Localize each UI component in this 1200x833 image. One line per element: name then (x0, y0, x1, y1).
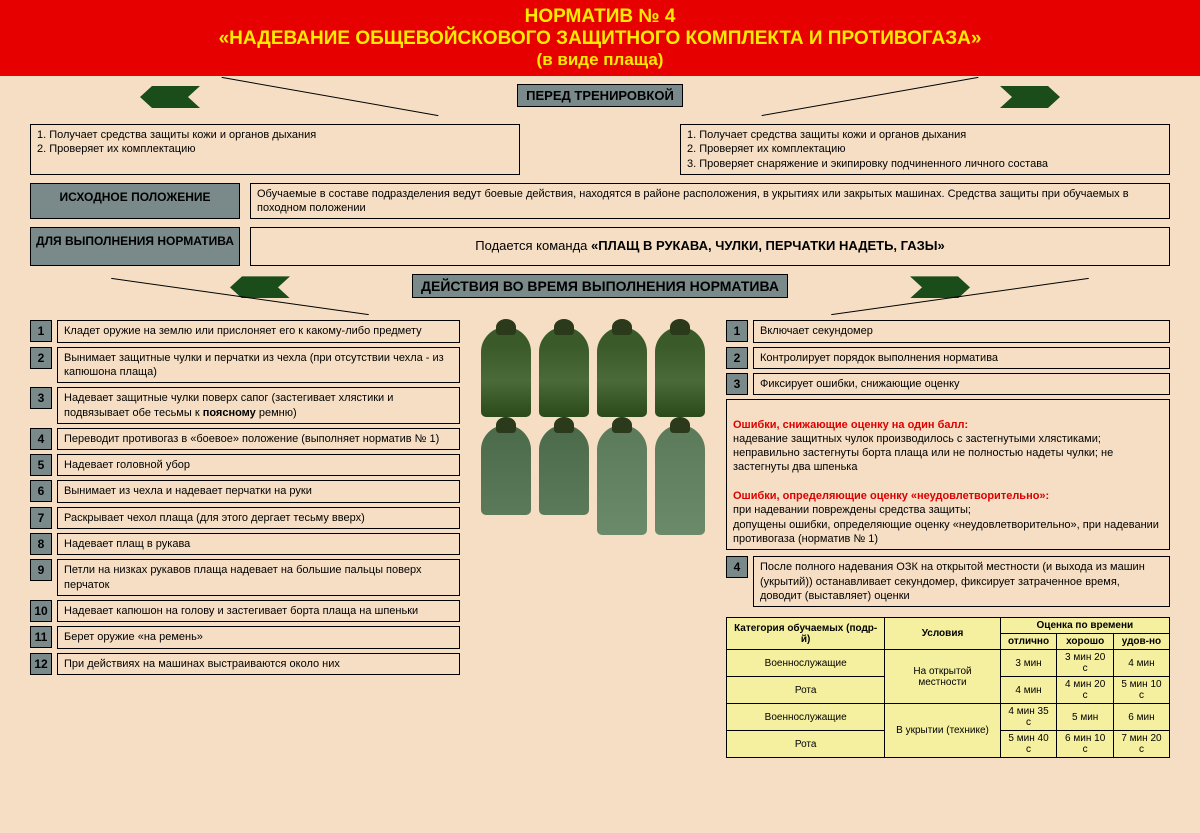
title-1: НОРМАТИВ № 4 (10, 6, 1190, 28)
step-num: 2 (30, 347, 52, 369)
step-num: 5 (30, 454, 52, 476)
step-text: Раскрывает чехол плаща (для этого дергае… (57, 507, 460, 529)
step-num: 7 (30, 507, 52, 529)
step-num: 11 (30, 626, 52, 648)
step-text: Надевает головной убор (57, 454, 460, 476)
header: НОРМАТИВ № 4 «НАДЕВАНИЕ ОБЩЕВОЙСКОВОГО З… (0, 0, 1200, 76)
step-text: Переводит противогаз в «боевое» положени… (57, 428, 460, 450)
score-table: Категория обучаемых (подр-й)УсловияОценк… (726, 617, 1170, 758)
position-text: Обучаемые в составе подразделения ведут … (250, 183, 1170, 220)
step-text: Контролирует порядок выполнения норматив… (753, 347, 1170, 369)
step-num: 4 (726, 556, 748, 578)
label-position: ИСХОДНОЕ ПОЛОЖЕНИЕ (30, 183, 240, 220)
step-num: 1 (30, 320, 52, 342)
section-actions: ДЕЙСТВИЯ ВО ВРЕМЯ ВЫПОЛНЕНИЯ НОРМАТИВА (412, 274, 788, 298)
step-num: 3 (726, 373, 748, 395)
title-3: (в виде плаща) (10, 50, 1190, 70)
step-text: Надевает капюшон на голову и застегивает… (57, 600, 460, 622)
step-text: Вынимает из чехла и надевает перчатки на… (57, 480, 460, 502)
right-steps: 1Включает секундомер2Контролирует порядо… (726, 320, 1170, 758)
step-text: Берет оружие «на ремень» (57, 626, 460, 648)
step-text: Надевает защитные чулки поверх сапог (за… (57, 387, 460, 424)
step-text: Вынимает защитные чулки и перчатки из че… (57, 347, 460, 384)
step-num: 6 (30, 480, 52, 502)
step-num: 4 (30, 428, 52, 450)
arrow-right-icon (1000, 86, 1060, 108)
pre-right: 1. Получает средства защиты кожи и орган… (680, 124, 1170, 175)
step-num: 10 (30, 600, 52, 622)
step-num: 12 (30, 653, 52, 675)
step-num: 2 (726, 347, 748, 369)
pre-left: 1. Получает средства защиты кожи и орган… (30, 124, 520, 175)
errors-box: Ошибки, снижающие оценку на один балл:на… (726, 399, 1170, 550)
step-text: Кладет оружие на землю или прислоняет ег… (57, 320, 460, 342)
step-text: Надевает плащ в рукава (57, 533, 460, 555)
step-num: 1 (726, 320, 748, 342)
title-2: «НАДЕВАНИЕ ОБЩЕВОЙСКОВОГО ЗАЩИТНОГО КОМП… (10, 28, 1190, 50)
step-text: Включает секундомер (753, 320, 1170, 342)
step-text: Петли на низках рукавов плаща надевает н… (57, 559, 460, 596)
exec-text: Подается команда «ПЛАЩ В РУКАВА, ЧУЛКИ, … (250, 227, 1170, 266)
step-text: Фиксирует ошибки, снижающие оценку (753, 373, 1170, 395)
arrow-left-icon (140, 86, 200, 108)
step-num: 8 (30, 533, 52, 555)
step-num: 9 (30, 559, 52, 581)
soldier-figures (468, 320, 718, 758)
section-pretraining: ПЕРЕД ТРЕНИРОВКОЙ (517, 84, 683, 107)
step-text: При действиях на машинах выстраиваются о… (57, 653, 460, 675)
step-r4: После полного надевания ОЗК на открытой … (753, 556, 1170, 607)
label-exec: ДЛЯ ВЫПОЛНЕНИЯ НОРМАТИВА (30, 227, 240, 266)
left-steps: 1Кладет оружие на землю или прислоняет е… (30, 320, 460, 758)
step-num: 3 (30, 387, 52, 409)
